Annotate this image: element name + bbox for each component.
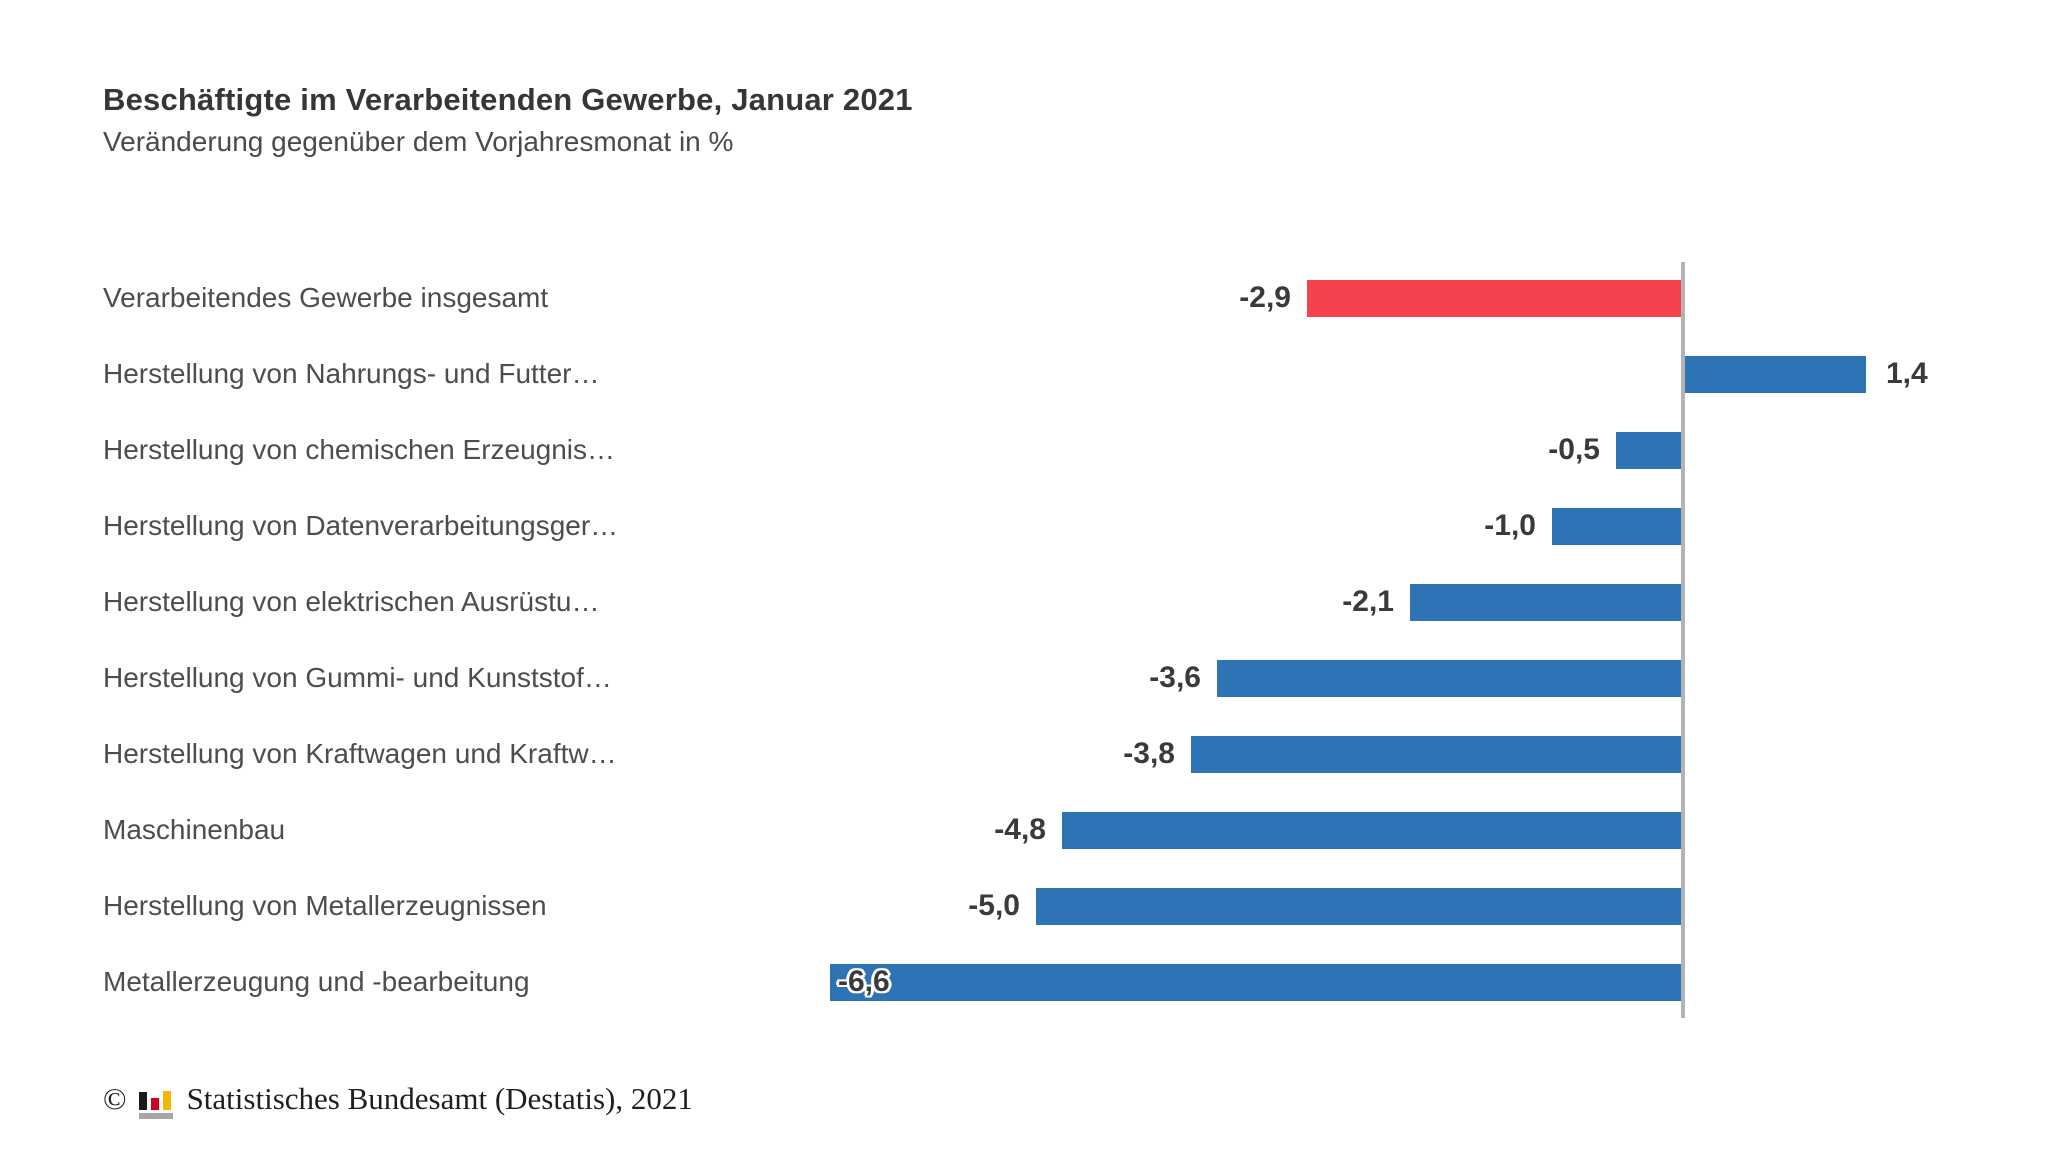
bar-segment — [1062, 812, 1681, 849]
zero-axis-line — [1681, 262, 1685, 1018]
bar-segment — [1191, 736, 1681, 773]
bar-segment — [830, 964, 1681, 1001]
category-label: Herstellung von Datenverarbeitungsger… — [103, 510, 619, 541]
chart-subtitle: Veränderung gegenüber dem Vorjahresmonat… — [103, 126, 734, 157]
value-label: -2,9 — [1239, 281, 1291, 314]
value-label: -3,8 — [1123, 737, 1175, 770]
destatis-mini-barchart-icon — [138, 1079, 175, 1119]
chart-title: Beschäftigte im Verarbeitenden Gewerbe, … — [103, 82, 913, 117]
value-label: -1,0 — [1484, 509, 1536, 542]
value-label: -5,0 — [968, 889, 1020, 922]
value-label: -3,6 — [1149, 661, 1201, 694]
logo-bar-gold — [162, 1091, 171, 1110]
logo-base-bar — [138, 1113, 173, 1119]
bar-segment — [1552, 508, 1681, 545]
category-label: Herstellung von elektrischen Ausrüstu… — [103, 586, 600, 617]
value-label: -4,8 — [994, 813, 1046, 846]
value-label: 1,4 — [1886, 357, 1928, 390]
category-label: Herstellung von Nahrungs- und Futter… — [103, 358, 600, 389]
category-label: Herstellung von Metallerzeugnissen — [103, 890, 547, 921]
bar-highlight — [1307, 280, 1681, 317]
logo-bar-red — [150, 1098, 159, 1110]
copyright-icon: © — [103, 1081, 127, 1116]
bar-segment — [1410, 584, 1681, 621]
category-label: Herstellung von Gummi- und Kunststof… — [103, 662, 612, 693]
category-label: Herstellung von Kraftwagen und Kraftw… — [103, 738, 617, 769]
category-label: Maschinenbau — [103, 814, 286, 845]
value-label: -0,5 — [1548, 433, 1600, 466]
bar-segment — [1036, 888, 1681, 925]
bar-segment — [1217, 660, 1681, 697]
category-label: Verarbeitendes Gewerbe insgesamt — [103, 282, 549, 313]
source-line: © Statistisches Bundesamt (Destatis), 20… — [103, 1076, 693, 1122]
value-label: -2,1 — [1342, 585, 1394, 618]
value-label: -6,6 — [838, 965, 890, 998]
bar-segment — [1616, 432, 1681, 469]
bar-segment — [1685, 356, 1866, 393]
category-label: Herstellung von chemischen Erzeugnis… — [103, 434, 616, 465]
category-label: Metallerzeugung und -bearbeitung — [103, 966, 530, 997]
source-text: Statistisches Bundesamt (Destatis), 2021 — [186, 1081, 693, 1116]
logo-bar-black — [138, 1092, 147, 1110]
